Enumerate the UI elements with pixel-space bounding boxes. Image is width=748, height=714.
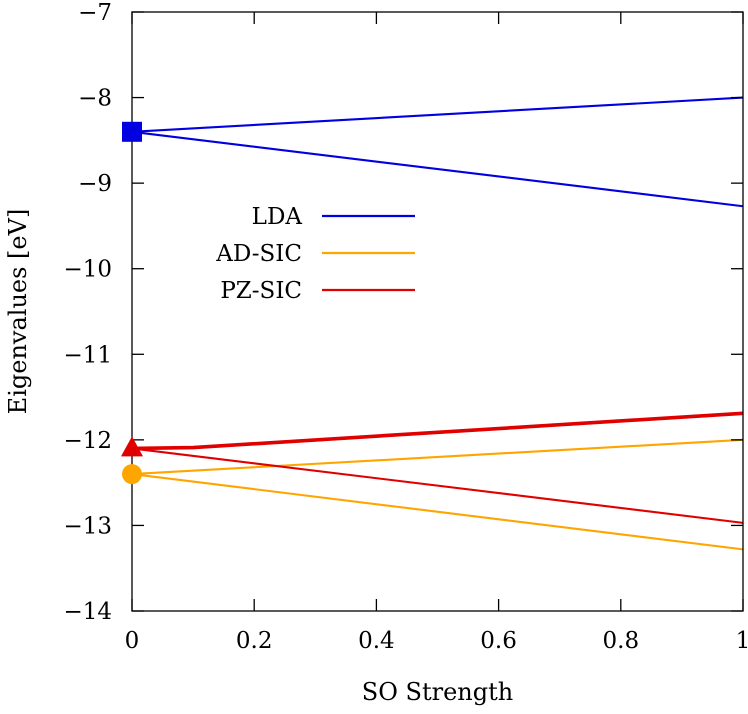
legend-label: AD-SIC [215, 241, 302, 267]
y-tick-label: −7 [78, 0, 112, 26]
y-tick-label: −13 [63, 513, 112, 539]
lda-line-1 [131, 96, 744, 133]
y-tick-label: −10 [63, 257, 112, 283]
markers-layer [121, 121, 143, 485]
pz-sic-line-1 [131, 411, 744, 451]
x-tick-label: 0.2 [236, 628, 273, 654]
y-tick-label: −14 [63, 599, 112, 625]
pz-sic-marker [121, 436, 143, 457]
y-tick-label: −11 [63, 342, 112, 368]
y-axis-title: Eigenvalues [eV] [4, 209, 32, 415]
lda-marker [122, 121, 142, 142]
x-tick-label: 0 [125, 628, 140, 654]
x-axis-title: SO Strength [362, 678, 513, 706]
legend: LDA AD-SIC PZ-SIC [215, 204, 415, 304]
x-tick-label: 1 [736, 628, 748, 654]
ticks-layer: 0 0.2 0.4 0.6 0.8 1 −14 −13 −12 −11 −10 −9 −8 −7 [63, 0, 748, 654]
legend-label: LDA [252, 204, 303, 230]
x-tick-label: 0.6 [480, 628, 517, 654]
y-tick-label: −8 [78, 86, 112, 112]
legend-label: PZ-SIC [220, 278, 302, 304]
y-tick-label: −9 [78, 171, 112, 197]
series-layer [131, 96, 744, 551]
x-tick-label: 0.4 [358, 628, 395, 654]
pz-sic-line-2 [131, 447, 744, 524]
lda-line-2 [131, 130, 744, 208]
ad-sic-line-2 [131, 473, 744, 551]
x-tick-label: 0.8 [603, 628, 640, 654]
ad-sic-line-1 [131, 438, 744, 476]
plot-frame [131, 11, 744, 612]
y-tick-label: −12 [63, 428, 112, 454]
ad-sic-marker [122, 464, 142, 485]
